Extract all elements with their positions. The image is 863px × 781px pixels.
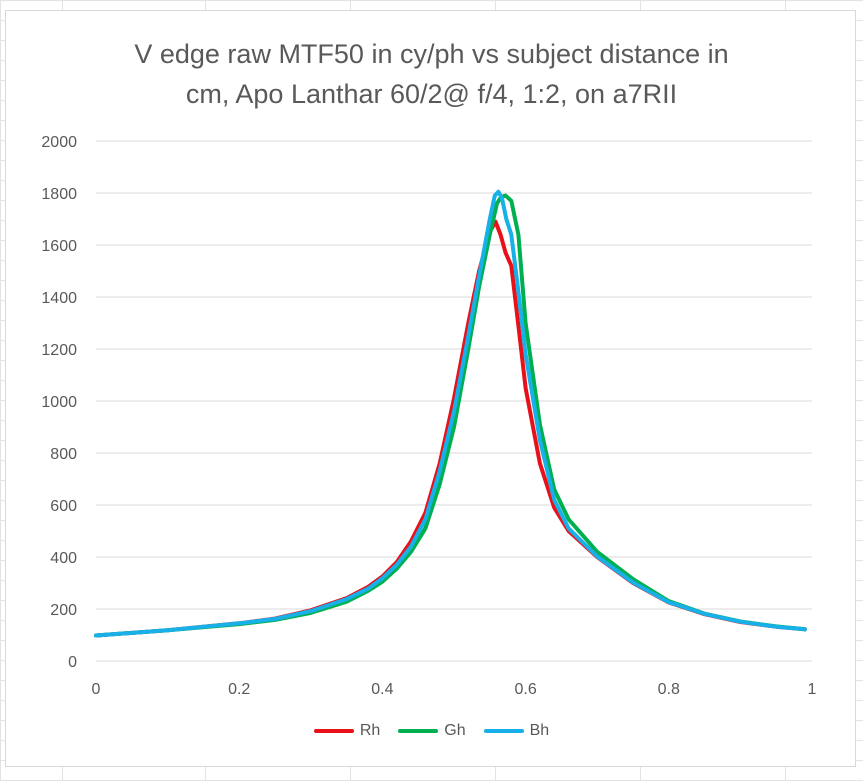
legend-swatch-gh (398, 729, 439, 733)
x-tick-label: 1 (808, 681, 817, 698)
y-tick-label: 1000 (41, 394, 77, 411)
y-tick-label: 200 (50, 602, 77, 619)
y-tick-label: 400 (50, 550, 77, 567)
y-tick-label: 1800 (41, 186, 77, 203)
x-tick-label: 0.2 (228, 681, 250, 698)
legend-item-gh: Gh (398, 722, 466, 740)
chart-title-line-2: cm, Apo Lanthar 60/2@ f/4, 1:2, on a7RII (185, 79, 678, 109)
y-tick-label: 600 (50, 498, 77, 515)
x-tick-label: 0.6 (514, 681, 536, 698)
legend-swatch-bh (483, 729, 524, 733)
y-tick-label: 800 (50, 446, 77, 463)
y-tick-label: 1400 (41, 290, 77, 307)
y-tick-label: 2000 (41, 134, 77, 151)
x-tick-label: 0 (92, 681, 101, 698)
legend-swatch-rh (313, 729, 354, 733)
chart-title: V edge raw MTF50 in cy/ph vs subject dis… (0, 34, 863, 114)
x-tick-label: 0.4 (371, 681, 393, 698)
legend-label-rh: Rh (359, 722, 381, 739)
legend-item-rh: Rh (313, 722, 381, 740)
series-line-gh[interactable] (94, 193, 807, 638)
chart-title-line-1: V edge raw MTF50 in cy/ph vs subject dis… (134, 39, 729, 69)
legend: Rh Gh Bh (0, 722, 863, 740)
y-tick-label: 0 (68, 654, 77, 671)
legend-label-gh: Gh (444, 722, 466, 739)
chart-area[interactable] (5, 10, 856, 767)
y-tick-label: 1200 (41, 342, 77, 359)
x-tick-label: 0.8 (658, 681, 680, 698)
series-line-bh[interactable] (94, 189, 807, 638)
y-tick-label: 1600 (41, 238, 77, 255)
legend-label-bh: Bh (529, 722, 550, 739)
legend-item-bh: Bh (483, 722, 550, 740)
